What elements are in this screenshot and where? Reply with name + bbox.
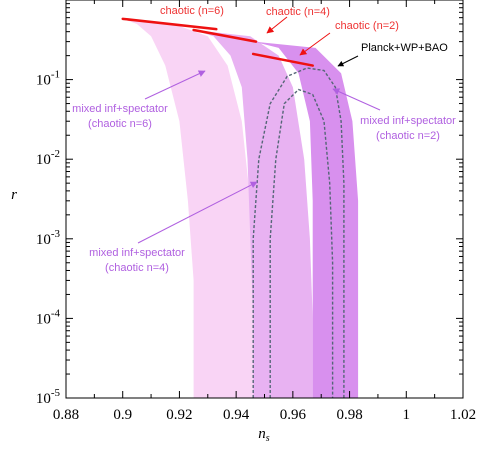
pointer-mixed4	[137, 181, 258, 244]
annotation-mixed4: mixed inf+spectator (chaotic n=4)	[89, 247, 185, 274]
pointer-chaotic2	[299, 32, 331, 56]
x-axis-title: ns	[258, 426, 270, 444]
x-tick-label: 1	[403, 407, 411, 423]
y-tick-label: 10-2	[36, 148, 60, 168]
x-tick-label: 1.02	[450, 407, 476, 423]
y-tick-label: 10-1	[36, 69, 60, 89]
annotation-chaotic4: chaotic (n=4)	[266, 6, 330, 18]
pointer-planck	[337, 55, 359, 67]
contour-planck-wp-bao-2	[269, 88, 334, 398]
x-tick-label: 0.88	[53, 407, 79, 423]
y-axis-title: r	[11, 187, 17, 203]
plot-area	[121, 17, 359, 398]
annotation-planck: Planck+WP+BAO	[361, 42, 448, 54]
band-mixed-inf-spectator-chaotic-n-2	[253, 41, 359, 398]
band-mixed-inf-spectator-chaotic-n-6	[122, 18, 256, 398]
pointer-chaotic4	[266, 16, 288, 34]
annotation-chaotic2: chaotic (n=2)	[335, 20, 399, 32]
pointer-mixed6	[144, 70, 206, 100]
annotation-mixed2: mixed inf+spectator (chaotic n=2)	[360, 115, 456, 142]
line-chaotic-n-6	[121, 17, 218, 31]
annotation-chaotic6: chaotic (n=6)	[160, 5, 224, 17]
axis-ticks: 0.88 0.9 0.92 0.94 0.96 0.98 1 1.02 10-5 10-4 10-3…	[36, 0, 476, 423]
pointer-mixed2	[332, 88, 381, 111]
y-tick-label: 10-4	[36, 307, 61, 327]
x-tick-label: 0.92	[166, 407, 192, 423]
annotation-pointers	[137, 16, 381, 244]
x-tick-label: 0.96	[280, 407, 307, 423]
annotation-mixed6: mixed inf+spectator (chaotic n=6)	[72, 103, 168, 130]
x-tick-label: 0.94	[223, 407, 250, 423]
x-tick-label: 0.9	[113, 407, 132, 423]
line-chaotic-n-4	[192, 28, 258, 43]
line-chaotic-n-2	[251, 52, 314, 67]
band-mixed-inf-spectator-chaotic-n-4	[193, 30, 313, 398]
x-tick-label: 0.98	[336, 407, 362, 423]
contour-planck-wp-bao-1	[252, 67, 345, 398]
annotation-labels: chaotic (n=6) chaotic (n=4) chaotic (n=2) P…	[72, 5, 456, 274]
y-tick-label: 10-5	[36, 387, 61, 407]
y-tick-label: 10-3	[36, 228, 61, 248]
